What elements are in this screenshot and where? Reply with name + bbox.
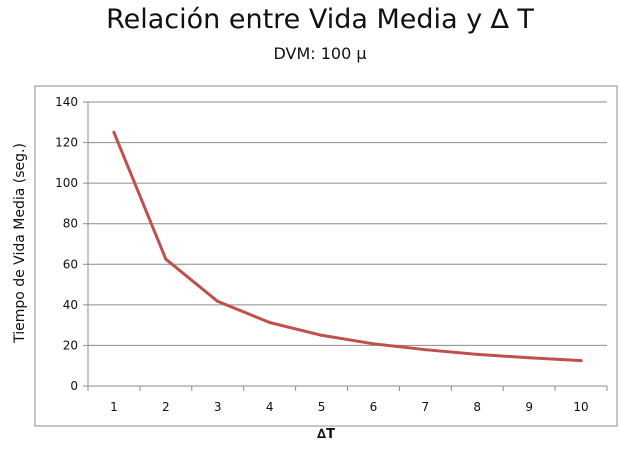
x-tick-label: 4 [266, 400, 274, 414]
x-tick-label: 1 [110, 400, 118, 414]
y-tick-label: 20 [63, 338, 78, 352]
data-point [579, 359, 583, 363]
x-tick-label: 5 [318, 400, 326, 414]
y-tick-label: 140 [55, 95, 78, 109]
y-tick-label: 40 [63, 298, 78, 312]
data-point [320, 333, 324, 337]
y-tick-labels: 0 20 40 60 80 100 120 140 [55, 95, 78, 393]
data-point [371, 342, 375, 346]
chart-frame [34, 85, 618, 427]
y-tick-label: 0 [70, 379, 78, 393]
data-point [423, 348, 427, 352]
axes [83, 101, 608, 391]
x-tick-label: 10 [573, 400, 588, 414]
x-axis-label: ∆T [317, 427, 335, 442]
series-lines [112, 130, 583, 363]
x-tick-labels: 1 2 3 4 5 6 7 8 9 10 [110, 400, 589, 414]
data-point [164, 257, 168, 261]
y-tick-label: 60 [63, 257, 78, 271]
y-tick-label: 120 [55, 136, 78, 150]
chart-title: Relación entre Vida Media y ∆ T [106, 4, 534, 35]
chart-subtitle: DVM: 100 µ [273, 44, 367, 63]
data-point [112, 130, 116, 134]
x-tick-label: 2 [162, 400, 170, 414]
data-point [527, 356, 531, 360]
y-tick-label: 80 [63, 217, 78, 231]
x-tick-label: 9 [525, 400, 533, 414]
x-tick-label: 3 [214, 400, 222, 414]
data-point [216, 299, 220, 303]
gridlines [88, 101, 607, 346]
data-point [268, 321, 272, 325]
x-tick-label: 7 [422, 400, 430, 414]
x-tick-label: 8 [473, 400, 481, 414]
data-point [475, 352, 479, 356]
y-tick-label: 100 [55, 176, 78, 190]
series-line-0 [112, 130, 583, 363]
x-tick-label: 6 [370, 400, 378, 414]
